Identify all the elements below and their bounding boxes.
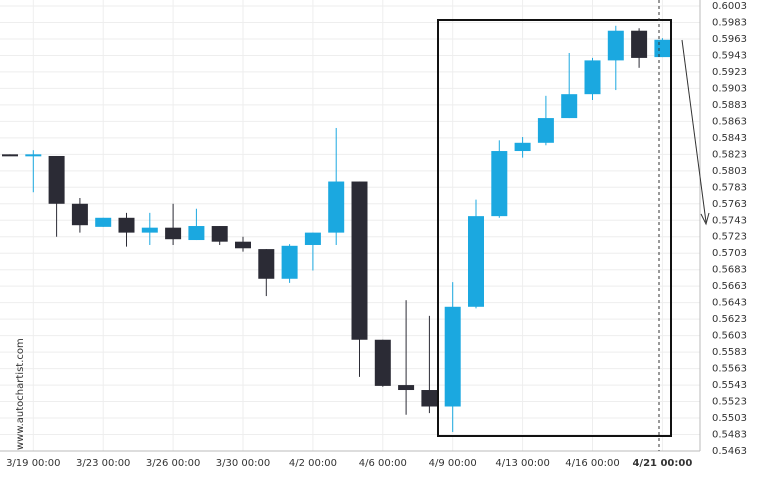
candle-body	[141, 227, 158, 233]
y-tick-label: 0.5883	[712, 100, 747, 111]
x-tick-label: 4/13 00:00	[495, 458, 549, 469]
y-tick-label: 0.5503	[712, 413, 747, 424]
candle-body	[631, 30, 648, 58]
candle-body	[398, 385, 415, 391]
y-tick-label: 0.5823	[712, 149, 747, 160]
forecast-arrow	[681, 39, 707, 223]
y-tick-label: 0.5523	[712, 397, 747, 408]
y-tick-label: 0.5683	[712, 265, 747, 276]
x-tick-label: 4/16 00:00	[565, 458, 619, 469]
candle-body	[654, 39, 671, 58]
x-tick-label: 3/19 00:00	[6, 458, 60, 469]
candle-body	[165, 227, 182, 240]
y-tick-label: 0.5963	[712, 34, 747, 45]
candle-body	[235, 241, 251, 249]
y-tick-label: 0.5863	[712, 116, 747, 127]
y-tick-label: 0.5983	[712, 17, 747, 28]
y-tick-label: 0.5923	[712, 67, 747, 78]
candle-body	[584, 60, 601, 95]
y-tick-label: 0.5483	[712, 430, 747, 441]
y-tick-label: 0.5743	[712, 215, 747, 226]
candle-body	[351, 181, 368, 340]
y-tick-label: 0.5703	[712, 248, 747, 259]
x-tick-label: 4/2 00:00	[289, 458, 337, 469]
y-tick-label: 0.5643	[712, 298, 747, 309]
y-tick-label: 0.6003	[712, 1, 747, 12]
y-tick-label: 0.5723	[712, 232, 747, 243]
candle-body	[188, 226, 205, 241]
candle-body	[491, 151, 508, 217]
y-tick-label: 0.5763	[712, 199, 747, 210]
pattern-box	[437, 19, 672, 437]
candle-body	[211, 226, 228, 242]
y-tick-label: 0.5543	[712, 380, 747, 391]
candle-body	[48, 155, 65, 204]
candle-body	[607, 30, 624, 61]
arrow-head	[700, 212, 710, 226]
candle-body	[537, 118, 554, 143]
y-tick-label: 0.5583	[712, 347, 747, 358]
watermark: www.autochartist.com	[15, 338, 26, 450]
x-tick-label: 3/30 00:00	[216, 458, 270, 469]
candle-body	[444, 306, 461, 407]
y-tick-label: 0.5943	[712, 50, 747, 61]
x-tick-label: 3/26 00:00	[146, 458, 200, 469]
x-tick-label: 4/6 00:00	[359, 458, 407, 469]
candle-body	[421, 390, 438, 407]
candle-body	[258, 249, 275, 279]
y-tick-label: 0.5803	[712, 166, 747, 177]
y-tick-label: 0.5563	[712, 364, 747, 375]
y-tick-label: 0.5843	[712, 133, 747, 144]
candle-body	[561, 94, 578, 119]
candle-body	[2, 154, 18, 157]
candle-body	[328, 181, 345, 233]
candle-body	[468, 216, 484, 307]
candle-body	[281, 245, 298, 279]
candle-body	[374, 339, 391, 386]
x-tick-label: 3/23 00:00	[76, 458, 130, 469]
candle-body	[118, 217, 135, 233]
y-tick-label: 0.5783	[712, 182, 747, 193]
candle-body	[514, 142, 531, 152]
y-tick-label: 0.5463	[712, 446, 747, 457]
candle-body	[304, 232, 321, 245]
candle-body	[71, 203, 88, 226]
plot-area	[0, 0, 700, 451]
y-tick-label: 0.5623	[712, 314, 747, 325]
candle-body	[25, 154, 42, 157]
x-tick-label: 4/21 00:00	[632, 458, 692, 469]
candle-body	[95, 217, 112, 227]
y-tick-label: 0.5663	[712, 281, 747, 292]
x-tick-label: 4/9 00:00	[429, 458, 477, 469]
y-tick-label: 0.5903	[712, 83, 747, 94]
y-tick-label: 0.5603	[712, 331, 747, 342]
